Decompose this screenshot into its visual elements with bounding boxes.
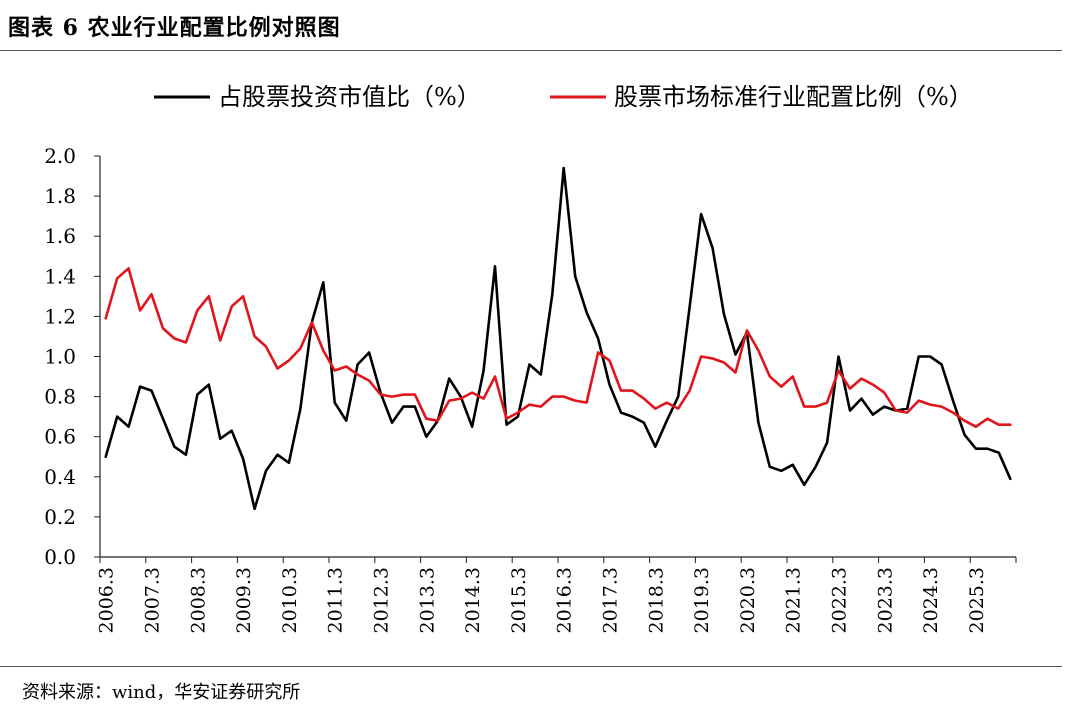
y-tick-label: 0.4 — [44, 465, 76, 489]
x-tick-label: 2008.3 — [187, 567, 209, 633]
figure-title: 图表 6 农业行业配置比例对照图 — [8, 15, 341, 41]
x-tick-label: 2025.3 — [966, 567, 988, 633]
y-tick-label: 0.6 — [44, 425, 76, 449]
x-tick-label: 2024.3 — [920, 567, 942, 633]
x-tick-label: 2016.3 — [554, 567, 576, 633]
x-tick-label: 2009.3 — [233, 567, 255, 633]
y-tick-label: 0.0 — [44, 545, 76, 569]
x-tick-label: 2022.3 — [829, 567, 851, 633]
legend: 占股票投资市值比（%） 股票市场标准行业配置比例（%） — [154, 83, 973, 111]
x-tick-label: 2019.3 — [691, 567, 713, 633]
x-tick-label: 2023.3 — [874, 567, 896, 633]
y-tick-label: 1.4 — [44, 264, 76, 288]
series-line-2 — [104, 267, 1012, 429]
x-tick-label: 2013.3 — [416, 567, 438, 633]
series-line-1 — [104, 166, 1012, 511]
x-tick-label: 2011.3 — [325, 567, 347, 633]
legend-label-series-1: 占股票投资市值比（%） — [218, 83, 481, 111]
tick-labels: 0.0 0.2 0.4 0.6 0.8 1.0 1.2 1.4 1.6 1.8 2.0 2006.3 2… — [44, 144, 988, 633]
x-tick-label: 2006.3 — [96, 567, 118, 633]
bottom-rule — [0, 666, 1062, 667]
series-lines — [104, 166, 1012, 511]
x-tick-label: 2020.3 — [737, 567, 759, 633]
y-tick-label: 1.8 — [44, 184, 76, 208]
x-tick-label: 2010.3 — [279, 567, 301, 633]
x-tick-label: 2007.3 — [142, 567, 164, 633]
y-tick-label: 1.0 — [44, 345, 76, 369]
x-tick-label: 2012.3 — [371, 567, 393, 633]
y-tick-label: 1.6 — [44, 224, 76, 248]
y-tick-label: 0.2 — [44, 505, 76, 529]
x-tick-label: 2017.3 — [600, 567, 622, 633]
y-tick-label: 2.0 — [44, 144, 76, 168]
x-tick-label: 2018.3 — [645, 567, 667, 633]
y-tick-label: 0.8 — [44, 385, 76, 409]
y-tick-label: 1.2 — [44, 304, 76, 328]
source-note: 资料来源：wind，华安证券研究所 — [22, 682, 301, 703]
x-tick-label: 2015.3 — [508, 567, 530, 633]
x-tick-label: 2014.3 — [462, 567, 484, 633]
top-rule — [0, 50, 1062, 51]
axes — [94, 155, 1017, 563]
legend-label-series-2: 股票市场标准行业配置比例（%） — [614, 83, 973, 111]
x-tick-label: 2021.3 — [783, 567, 805, 633]
line-chart: 占股票投资市值比（%） 股票市场标准行业配置比例（%） 0.0 0.2 0.4 0.6… — [44, 83, 1017, 633]
